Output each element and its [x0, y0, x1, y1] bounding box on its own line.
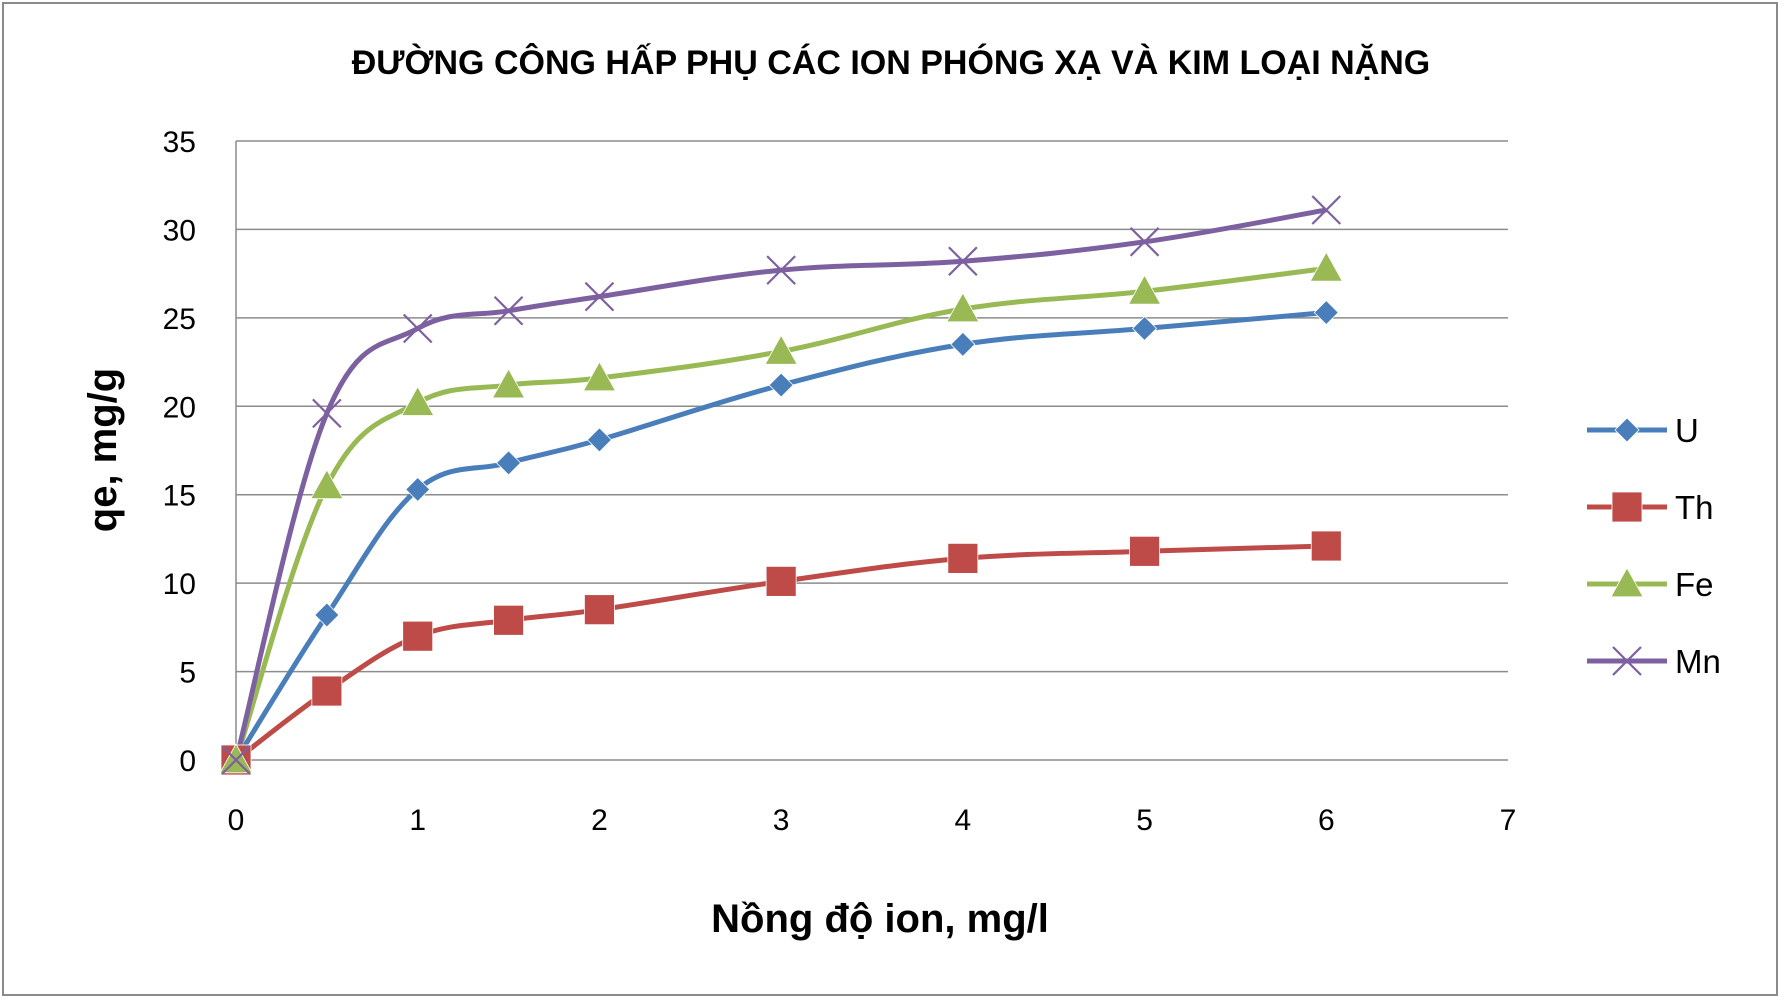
data-point-th: [1129, 535, 1160, 567]
data-point-fe: [582, 361, 617, 392]
legend-label: Fe: [1675, 566, 1714, 603]
data-point-th: [493, 604, 524, 636]
data-point-mn: [948, 246, 978, 277]
y-tick-label: 0: [179, 745, 196, 778]
y-tick-label: 10: [163, 568, 196, 601]
series-markers: [219, 195, 1343, 776]
x-tick-label: 2: [591, 804, 608, 837]
legend-item-th: Th: [1587, 489, 1714, 526]
y-tick-labels: 0 5 10 15 20 25 30 35: [163, 126, 196, 778]
y-tick-label: 15: [163, 480, 196, 513]
series-line-mn: [233, 207, 1327, 761]
x-tick-label: 1: [409, 804, 426, 837]
data-point-fe: [310, 469, 344, 500]
data-point-u: [496, 450, 522, 476]
x-tick-label: 4: [955, 804, 972, 837]
data-point-u: [768, 372, 794, 398]
y-axis-title: qe, mg/g: [81, 368, 125, 532]
x-tick-label: 0: [228, 804, 245, 837]
data-point-u: [586, 427, 612, 453]
legend-item-fe: Fe: [1587, 566, 1714, 603]
data-point-mn: [1129, 227, 1160, 257]
legend: U Th Fe Mn: [1587, 412, 1721, 680]
series-line-th: [234, 543, 1327, 762]
data-point-fe: [491, 368, 526, 399]
data-point-fe: [1309, 251, 1343, 282]
legend-marker: [1612, 646, 1642, 676]
data-point-u: [1132, 315, 1158, 342]
x-tick-labels: 0 1 2 3 4 5 6 7: [228, 804, 1517, 837]
data-point-th: [765, 565, 797, 597]
legend-label: U: [1675, 412, 1699, 449]
data-point-th: [311, 675, 343, 707]
data-point-fe: [946, 292, 980, 323]
y-tick-label: 20: [163, 391, 196, 424]
series-markers-u: [223, 299, 1339, 773]
series-markers-mn: [221, 195, 1342, 775]
data-point-th: [584, 594, 615, 626]
legend-label: Mn: [1675, 643, 1721, 680]
data-point-u: [950, 331, 976, 357]
data-point-mn: [1311, 195, 1342, 225]
x-tick-label: 5: [1136, 804, 1153, 837]
x-tick-label: 3: [773, 804, 790, 837]
legend-marker: [1610, 567, 1644, 598]
series-line-u: [233, 310, 1327, 762]
data-point-mn: [493, 296, 524, 326]
legend-marker: [1611, 491, 1643, 523]
chart-title: ĐƯỜNG CÔNG HẤP PHỤ CÁC ION PHÓNG XẠ VÀ K…: [352, 43, 1431, 82]
y-tick-label: 25: [163, 303, 196, 336]
data-point-u: [314, 602, 340, 628]
data-point-fe: [764, 334, 798, 365]
data-point-mn: [312, 398, 342, 429]
legend-item-mn: Mn: [1587, 643, 1721, 680]
legend-item-u: U: [1587, 412, 1699, 449]
legend-marker: [1614, 417, 1640, 443]
x-tick-label: 7: [1500, 804, 1517, 837]
data-point-th: [402, 620, 434, 652]
x-tick-label: 6: [1318, 804, 1335, 837]
data-point-mn: [766, 255, 796, 285]
series-markers-fe: [219, 251, 1343, 774]
y-tick-label: 35: [163, 126, 196, 159]
y-tick-label: 30: [163, 214, 196, 247]
y-tick-label: 5: [179, 657, 196, 690]
data-point-th: [947, 542, 979, 574]
series-lines: [233, 207, 1327, 762]
legend-label: Th: [1675, 489, 1714, 526]
data-point-mn: [402, 313, 433, 344]
data-point-fe: [1127, 274, 1162, 305]
x-axis-title: Nồng độ ion, mg/l: [711, 897, 1049, 941]
data-point-u: [405, 476, 431, 502]
data-point-mn: [221, 745, 251, 775]
gridlines: [235, 140, 1508, 761]
data-point-fe: [219, 743, 253, 774]
data-point-fe: [401, 385, 435, 416]
data-point-u: [1313, 299, 1339, 326]
series-markers-th: [220, 530, 1342, 776]
data-point-th: [1310, 530, 1342, 562]
data-point-mn: [584, 281, 615, 312]
